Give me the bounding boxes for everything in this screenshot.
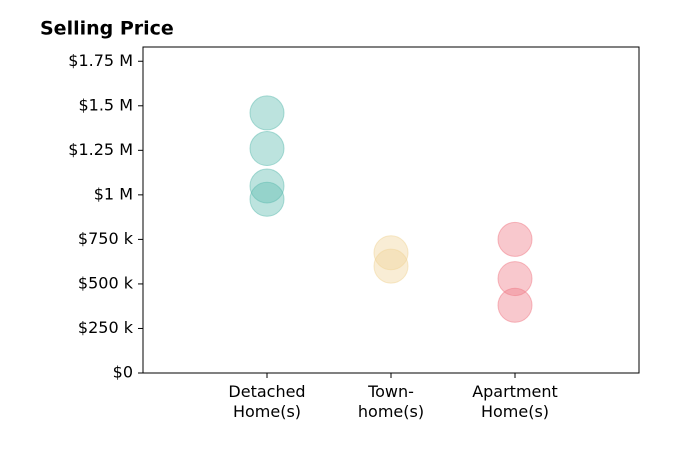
point <box>249 131 285 167</box>
y-tick-label: $0 <box>113 363 133 382</box>
x-tick-label: Apartment Home(s) <box>472 382 558 421</box>
point <box>249 168 285 204</box>
point <box>497 221 533 257</box>
y-tick-label: $1 M <box>94 184 133 203</box>
x-tick-label: Town- home(s) <box>357 382 425 421</box>
point <box>497 261 533 297</box>
chart-title: Selling Price <box>40 18 174 40</box>
x-tick-label: Detached Home(s) <box>228 382 306 421</box>
point <box>373 248 409 284</box>
y-tick-label: $1.5 M <box>78 95 133 114</box>
point <box>249 181 285 217</box>
y-tick-label: $500 k <box>78 273 134 292</box>
point <box>373 235 409 271</box>
y-tick-label: $1.75 M <box>68 51 133 70</box>
point <box>497 287 533 323</box>
plot-frame <box>142 46 640 374</box>
point <box>249 95 285 131</box>
y-tick-label: $1.25 M <box>68 140 133 159</box>
y-tick-label: $250 k <box>78 318 134 337</box>
y-tick-label: $750 k <box>78 229 134 248</box>
